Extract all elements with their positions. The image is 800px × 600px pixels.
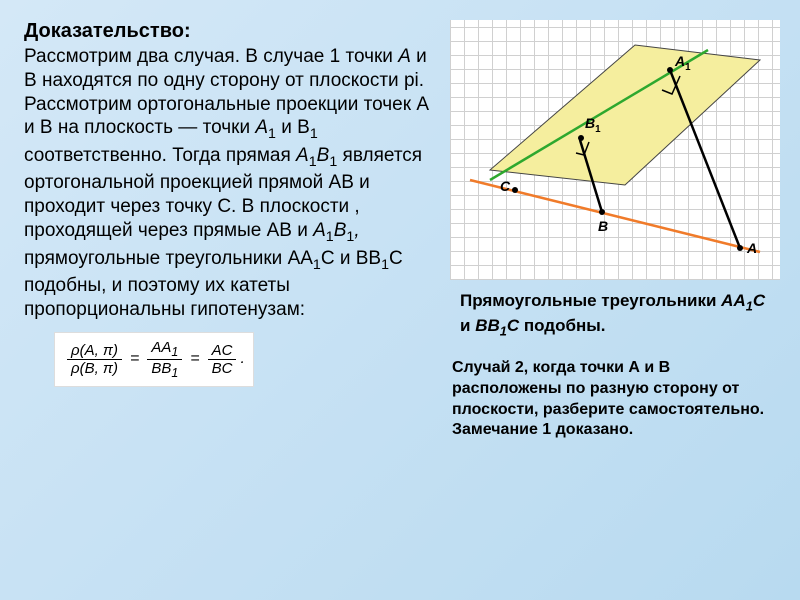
diagram-svg [450,20,780,280]
point-label-a1: A1 [675,53,691,73]
formula-box: ρ(A, π) ρ(B, π) = AA1 BB1 = AC BC . [54,332,254,387]
proof-title: Доказательство: [24,20,434,43]
formula: ρ(A, π) ρ(B, π) = AA1 BB1 = AC BC . [63,339,245,380]
formula-right-num: AC [208,342,237,360]
formula-mid-num: AA1 [147,339,182,360]
formula-dot: . [240,350,244,368]
case2-note: Случай 2, когда точки А и В расположены … [452,358,780,441]
point-label-a: A [747,240,757,256]
formula-right-den: BC [208,360,237,377]
equals-icon: = [190,350,199,368]
point-label-b: B [598,218,608,234]
formula-mid-den: BB1 [147,360,182,380]
formula-left-num: ρ(A, π) [67,342,122,360]
formula-left-den: ρ(B, π) [67,360,122,377]
geometry-diagram: A B C A1 B1 [450,20,780,280]
equals-icon: = [130,350,139,368]
diagram-caption: Прямоугольные треугольники АА1С и ВВ1С п… [460,290,780,340]
proof-body: Рассмотрим два случая. В случае 1 точки … [24,45,434,322]
point-label-c: C [500,178,510,194]
point-label-b1: B1 [585,115,601,135]
projection-plane [490,45,760,185]
